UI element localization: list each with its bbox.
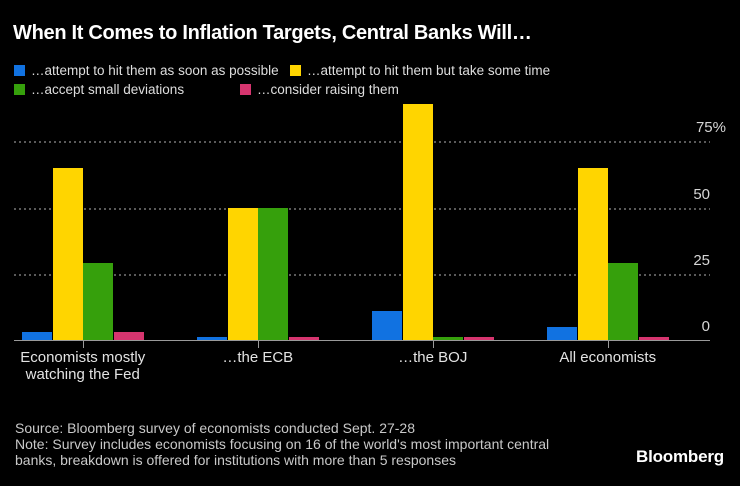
bar	[52, 167, 83, 340]
y-axis-tick-label: 0	[701, 318, 710, 335]
legend-swatch-icon	[14, 84, 25, 95]
legend-swatch-icon	[14, 65, 25, 76]
bar	[372, 310, 402, 340]
bar	[113, 332, 144, 340]
legend-swatch-icon	[290, 65, 301, 76]
category-label: All economists	[559, 349, 657, 366]
legend-label: …attempt to hit them but take some time	[307, 63, 551, 78]
legend-label: …consider raising them	[257, 82, 399, 97]
legend-item: …accept small deviations	[14, 82, 184, 97]
y-axis-tick-label: 25	[693, 251, 710, 269]
x-axis-baseline	[14, 340, 710, 341]
y-axis-tick-label: 50	[693, 185, 710, 203]
legend-label: …accept small deviations	[31, 82, 185, 97]
grid-line	[14, 141, 710, 144]
bar	[197, 337, 227, 340]
footer: Source: Bloomberg survey of economists c…	[15, 420, 575, 468]
legend-swatch-icon	[240, 84, 251, 95]
x-axis-tick	[82, 341, 84, 348]
bar	[22, 332, 52, 340]
bar	[227, 207, 258, 340]
bloomberg-logo: Bloomberg	[636, 447, 724, 466]
bar	[577, 167, 608, 340]
bar	[547, 326, 577, 340]
bar	[402, 104, 433, 340]
category-label: Economists mostly watching the Fed	[20, 349, 146, 383]
chart-title: When It Comes to Inflation Targets, Cent…	[13, 22, 532, 44]
bar	[608, 263, 638, 340]
source-text: Source: Bloomberg survey of economists c…	[15, 420, 415, 436]
y-axis-tick-label: 75%	[695, 119, 726, 137]
bar	[83, 263, 113, 340]
x-axis-tick	[607, 341, 609, 348]
bar	[463, 337, 494, 340]
legend-item: …attempt to hit them as soon as possible	[14, 63, 279, 78]
note-text: Note: Survey includes economists focusin…	[15, 435, 550, 468]
x-axis-tick	[257, 341, 259, 348]
category-label: …the ECB	[222, 349, 294, 366]
category-label: …the BOJ	[398, 349, 468, 366]
bar	[258, 207, 288, 340]
bar	[433, 337, 463, 340]
grid-line	[14, 273, 710, 276]
bar	[638, 337, 669, 340]
bar	[288, 337, 319, 340]
plot-area: 75% 50 25 0	[14, 76, 726, 341]
grid-line	[14, 207, 710, 210]
x-axis-tick	[432, 341, 434, 348]
legend-item: …consider raising them	[240, 82, 399, 97]
legend-item: …attempt to hit them but take some time	[290, 63, 550, 78]
legend-label: …attempt to hit them as soon as possible	[31, 63, 279, 78]
